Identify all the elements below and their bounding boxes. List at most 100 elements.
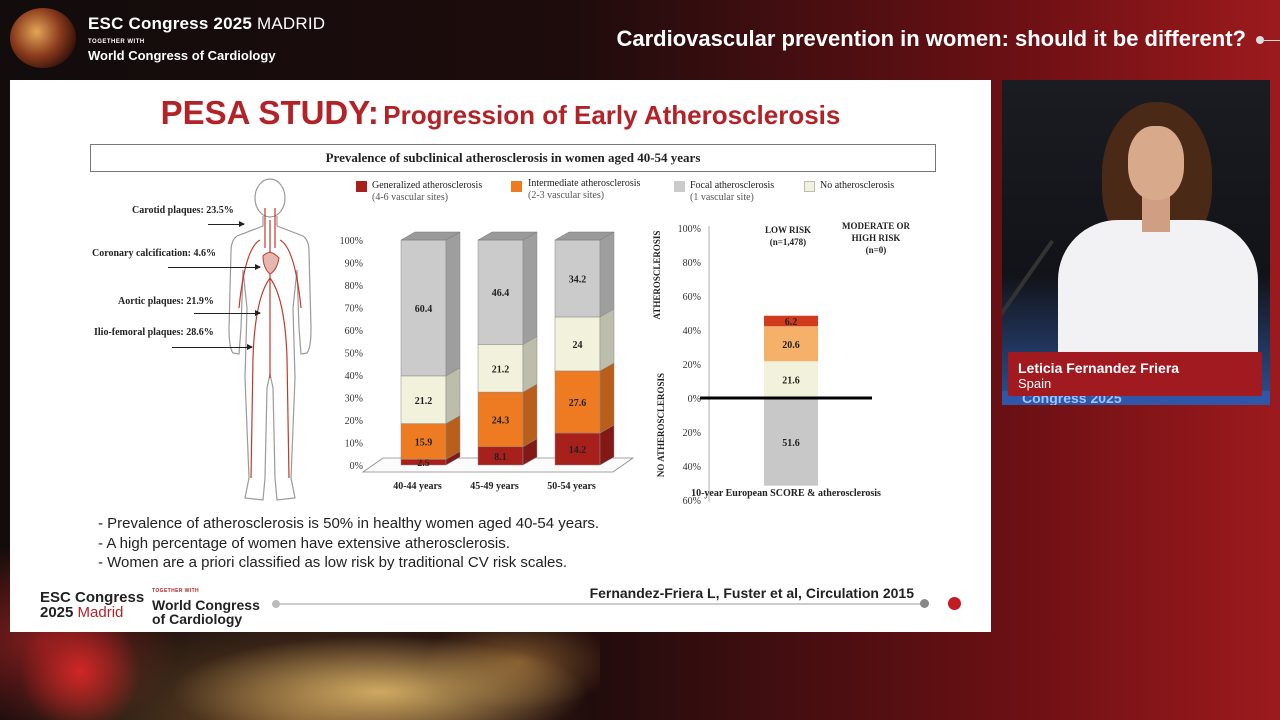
footer-dot-icon [948, 597, 961, 610]
event-name-city: MADRID [256, 14, 326, 33]
slide-esc-logo-year: 2025 [40, 604, 74, 621]
bar-value-label: 24.3 [492, 415, 510, 426]
y-tick-label: 20% [683, 360, 701, 371]
bar-segment [400, 423, 447, 460]
y-tick-label: 10% [345, 439, 363, 450]
slide-wc-line2: of Cardiology [152, 611, 243, 627]
microphone-icon [1002, 239, 1055, 341]
speaker-lower-third: Leticia Fernandez Friera Spain [1008, 352, 1262, 396]
x-category-label: 40-44 years [393, 481, 442, 492]
bar-segment-side [445, 231, 461, 377]
carotid-plaques-label: Carotid plaques: 23.5% [132, 205, 234, 216]
bullet-item: - Women are a priori classified as low r… [98, 554, 568, 571]
coronary-arrow-icon [168, 264, 261, 270]
citation: Fernandez-Friera L, Fuster et al, Circul… [589, 585, 914, 601]
legend-sublabel: (1 vascular site) [690, 192, 754, 203]
bar-value-label: 24 [573, 340, 583, 351]
bar-segment [764, 361, 818, 398]
bar-segment-side [522, 335, 538, 393]
bar-segment [764, 398, 818, 486]
y-tick-label: 40% [345, 371, 363, 382]
bullet-list: - Prevalence of atherosclerosis is 50% i… [98, 514, 599, 573]
y-tick-label: 20% [345, 416, 363, 427]
legend-swatch-none [804, 181, 815, 192]
legend-item-focal: Focal atherosclerosis (1 vascular site) [690, 180, 774, 204]
slide-together-with: TOGETHER WITH [152, 588, 200, 594]
bar-value-label: 21.2 [415, 396, 433, 407]
bar-segment [477, 391, 524, 448]
bar-value-label: 51.6 [782, 438, 800, 449]
bar-value-label: 21.2 [492, 364, 510, 375]
ilio-femoral-arrow-icon [172, 344, 253, 350]
legend-sublabel: (2-3 vascular sites) [528, 190, 605, 201]
bar-value-label: 27.6 [569, 398, 587, 409]
y-tick-label: 20% [683, 428, 701, 439]
presentation-slide: PESA STUDY: Progression of Early Atheros… [10, 80, 991, 632]
bullet-item: - Prevalence of atherosclerosis is 50% i… [98, 515, 600, 532]
legend-item-generalized: Generalized atherosclerosis (4-6 vascula… [372, 180, 482, 204]
event-name-bold: ESC Congress 2025 [88, 14, 253, 33]
y-tick-label: 100% [340, 236, 363, 247]
y-tick-label: 60% [683, 292, 701, 303]
bar-value-label: 46.4 [492, 288, 510, 299]
low-risk-label: LOW RISK [765, 225, 811, 235]
bar-value-label: 15.9 [415, 437, 433, 448]
bar-segment [554, 370, 601, 434]
broadcast-header: ESC Congress 2025 MADRID TOGETHER WITH W… [0, 0, 1280, 78]
y-tick-label: 80% [345, 281, 363, 292]
bar-segment-side [445, 367, 461, 425]
coronary-calcification-label: Coronary calcification: 4.6% [92, 248, 216, 259]
speaker-country: Spain [1018, 376, 1052, 391]
low-risk-n-label: (n=1,478) [770, 237, 806, 247]
title-dot-icon [1256, 36, 1264, 44]
session-title: Cardiovascular prevention in women: shou… [616, 26, 1246, 51]
y-tick-label: 70% [345, 304, 363, 315]
slide-title: PESA STUDY: Progression of Early Atheros… [10, 94, 991, 132]
lower-axis-label: NO ATHEROSCLEROSIS [656, 373, 666, 477]
bar-value-label: 34.2 [569, 274, 587, 285]
y-tick-label: 90% [345, 259, 363, 270]
carotid-arrow-icon [208, 221, 245, 227]
score-atherosclerosis-chart: ATHEROSCLEROSIS NO ATHEROSCLEROSIS 100% 8… [652, 221, 911, 507]
moderate-risk-label: MODERATE OR [842, 221, 911, 231]
together-with-label: TOGETHER WITH [88, 39, 145, 45]
figure-title: Prevalence of subclinical atherosclerosi… [325, 150, 701, 165]
upper-axis-label: ATHEROSCLEROSIS [652, 231, 662, 320]
legend-swatch-generalized [356, 181, 367, 192]
aortic-plaques-label: Aortic plaques: 21.9% [118, 296, 214, 307]
slide-footer-line [274, 603, 924, 605]
bar-value-label: 60.4 [415, 304, 433, 315]
chart2-xlabel: 10-year European SCORE & atherosclerosis [691, 488, 881, 499]
bar-top [400, 231, 461, 241]
bar-value-label: 6.2 [785, 317, 798, 328]
bar-value-label: 8.1 [494, 452, 507, 463]
decorative-sparkle-background [0, 632, 600, 720]
slide-title-main: PESA STUDY: [160, 94, 379, 131]
x-category-label: 50-54 years [547, 481, 596, 492]
legend-item-intermediate: Intermediate atherosclerosis (2-3 vascul… [528, 178, 640, 202]
bar-value-label: 20.6 [782, 340, 800, 351]
aortic-arrow-icon [194, 310, 261, 316]
bar-value-label: 21.6 [782, 376, 800, 387]
bar-segment [477, 239, 524, 345]
bar-segment [554, 432, 601, 466]
title-divider [1264, 40, 1280, 41]
slide-title-sub: Progression of Early Atherosclerosis [383, 100, 841, 130]
high-risk-n-label: (n=0) [866, 245, 887, 255]
y-tick-label: 100% [678, 224, 701, 235]
legend-swatch-focal [674, 181, 685, 192]
speaker-face [1128, 126, 1184, 200]
bar-segment [400, 375, 447, 424]
x-category-label: 45-49 years [470, 481, 519, 492]
y-tick-label: 80% [683, 258, 701, 269]
slide-esc-logo-city: Madrid [77, 604, 124, 621]
legend-item-none: No atherosclerosis [820, 180, 894, 192]
esc-globe-logo-icon [10, 8, 76, 68]
bar-segment-side [599, 362, 615, 434]
slide-esc-logo: ESC Congress 2025 Madrid [40, 590, 144, 620]
slide-wcc-logo: TOGETHER WITH World Congress of Cardiolo… [152, 584, 260, 626]
bar-top [477, 231, 538, 241]
footer-dot-icon [272, 600, 280, 608]
y-tick-label: 60% [683, 496, 701, 507]
bar-segment [764, 326, 818, 362]
